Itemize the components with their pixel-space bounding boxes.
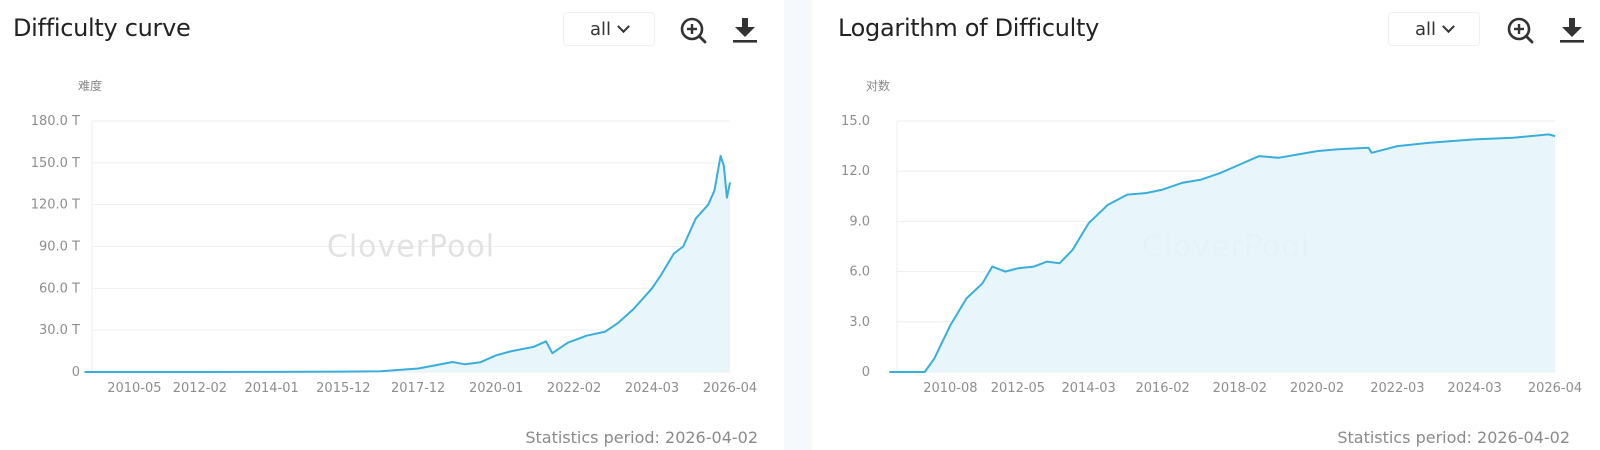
download-button[interactable] (1557, 15, 1587, 45)
y-tick-label: 180.0 T (31, 114, 80, 129)
x-tick-label: 2016-02 (1135, 381, 1189, 396)
download-button[interactable] (730, 15, 760, 45)
x-tick-label: 2010-08 (923, 381, 977, 396)
x-tick-label: 2014-01 (244, 381, 298, 396)
x-tick-label: 2020-01 (469, 381, 523, 396)
y-axis-unit: 难度 (78, 78, 102, 93)
x-tick-label: 2022-02 (547, 381, 601, 396)
statistics-period: Statistics period: 2026-04-02 (525, 428, 758, 447)
x-tick-label: 2024-03 (1447, 381, 1501, 396)
y-tick-label: 0 (72, 365, 80, 380)
y-tick-label: 3.0 (849, 315, 870, 330)
x-tick-label: 2014-03 (1062, 381, 1116, 396)
watermark-text: CloverPool (327, 230, 495, 265)
y-tick-label: 60.0 T (39, 281, 80, 296)
data-line[interactable] (84, 154, 731, 373)
x-tick-label: 2024-03 (625, 381, 679, 396)
x-tick-label: 2012-05 (991, 381, 1045, 396)
download-icon (1560, 18, 1584, 43)
y-tick-label: 90.0 T (39, 240, 80, 255)
x-tick-label: 2026-04 (1528, 381, 1582, 396)
area-fill (889, 134, 1555, 372)
x-tick-label: 2026-04 (703, 381, 757, 396)
y-tick-label: 9.0 (849, 214, 870, 229)
y-tick-label: 150.0 T (31, 156, 80, 171)
range-select-value: all (589, 18, 612, 40)
y-tick-label: 12.0 (841, 164, 870, 179)
download-icon (733, 18, 757, 43)
x-tick-label: 2010-05 (107, 381, 161, 396)
statistics-period: Statistics period: 2026-04-02 (1337, 428, 1570, 447)
x-tick-label: 2020-02 (1290, 381, 1344, 396)
log-difficulty-panel: Logarithm of Difficulty all 对数 0 3.0 6.0 9.0… (812, 0, 1600, 450)
panel-gutter (784, 0, 812, 450)
y-axis-unit: 对数 (866, 78, 890, 93)
zoom-in-icon (680, 17, 707, 44)
y-tick-label: 120.0 T (31, 198, 80, 213)
y-tick-label: 30.0 T (39, 323, 80, 338)
zoom-in-icon (1507, 17, 1534, 44)
x-tick-label: 2015-12 (316, 381, 370, 396)
x-tick-label: 2017-12 (391, 381, 445, 396)
range-select-value: all (1414, 18, 1437, 40)
chart-title: Difficulty curve (13, 14, 191, 42)
x-tick-label: 2022-03 (1370, 381, 1424, 396)
area-fill (84, 155, 730, 372)
zoom-in-button[interactable] (678, 15, 708, 45)
y-tick-label: 6.0 (849, 265, 870, 280)
y-tick-label: 0 (862, 365, 870, 380)
x-tick-label: 2018-02 (1213, 381, 1267, 396)
range-select[interactable]: all (563, 12, 655, 46)
chart-title: Logarithm of Difficulty (838, 14, 1100, 42)
difficulty-curve-panel: Difficulty curve all 难度 0 30.0 T 60.0 T 90.0… (0, 0, 784, 450)
difficulty-chart[interactable]: 难度 0 30.0 T 60.0 T 90.0 T 120.0 T 150.0 T 180.0… (0, 0, 784, 420)
data-line[interactable] (889, 133, 1556, 373)
y-tick-label: 15.0 (841, 114, 870, 129)
log-difficulty-chart[interactable]: 对数03.06.09.012.015.0CloverPool2010-08201… (812, 0, 1600, 420)
x-tick-label: 2012-02 (173, 381, 227, 396)
zoom-in-button[interactable] (1505, 15, 1535, 45)
range-select[interactable]: all (1388, 12, 1480, 46)
